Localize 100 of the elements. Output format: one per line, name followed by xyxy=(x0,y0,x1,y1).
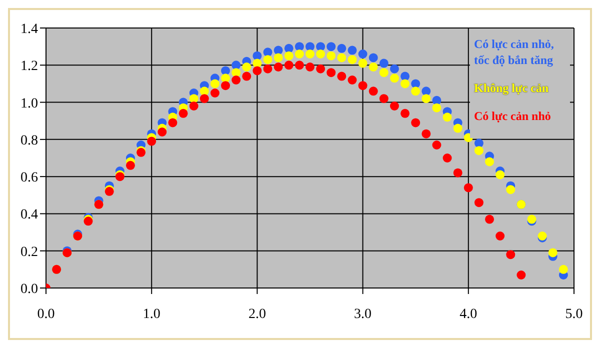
point xyxy=(326,51,336,60)
point xyxy=(485,157,494,166)
point xyxy=(411,118,420,128)
point xyxy=(432,103,442,112)
x-tick-label: 2.0 xyxy=(248,306,266,322)
point xyxy=(379,58,388,68)
x-tick-label: 4.0 xyxy=(460,306,478,322)
y-tick-label: 0.8 xyxy=(20,133,38,148)
point xyxy=(516,270,526,280)
point xyxy=(294,42,304,52)
point xyxy=(368,86,378,96)
point xyxy=(284,44,294,53)
point xyxy=(263,55,272,64)
text: Có lực cản nhỏ, tốc độ bắn tăng xyxy=(474,36,555,68)
x-tick-label: 0.0 xyxy=(37,306,55,322)
point xyxy=(368,62,378,72)
point xyxy=(390,64,399,74)
point xyxy=(316,64,326,74)
point xyxy=(474,198,484,208)
point xyxy=(316,42,326,52)
point xyxy=(200,94,209,104)
point xyxy=(232,60,241,70)
point xyxy=(263,48,272,57)
point xyxy=(126,160,135,170)
point xyxy=(411,79,420,88)
point xyxy=(496,232,505,240)
point xyxy=(232,68,241,78)
point xyxy=(189,94,198,104)
y-tick-label: 1.2 xyxy=(20,59,38,74)
point xyxy=(326,68,336,78)
point xyxy=(242,62,252,72)
point xyxy=(358,81,368,90)
point xyxy=(422,94,431,104)
point xyxy=(422,129,431,138)
point xyxy=(252,51,262,60)
point xyxy=(252,66,262,76)
x-tick-label: 5.0 xyxy=(565,306,583,322)
point xyxy=(200,86,209,96)
point xyxy=(464,183,473,192)
point xyxy=(506,250,516,260)
point xyxy=(337,53,346,62)
point xyxy=(337,72,346,81)
point xyxy=(548,248,558,258)
point xyxy=(306,50,314,58)
point xyxy=(432,140,442,150)
point xyxy=(496,170,505,180)
point xyxy=(210,79,220,88)
point xyxy=(284,60,294,70)
point xyxy=(400,79,410,88)
x-tick-label: 3.0 xyxy=(354,306,372,322)
point xyxy=(294,60,304,70)
point xyxy=(306,62,314,72)
point xyxy=(326,42,336,52)
point xyxy=(221,81,230,90)
point xyxy=(453,124,462,133)
point xyxy=(474,146,484,156)
point xyxy=(348,76,357,84)
point xyxy=(316,50,326,58)
point xyxy=(432,96,442,105)
point xyxy=(453,168,462,178)
point xyxy=(442,112,452,122)
point xyxy=(506,185,516,194)
point xyxy=(442,154,452,162)
point xyxy=(358,50,368,58)
point xyxy=(474,138,484,148)
y-tick-label: 0.2 xyxy=(20,244,38,260)
point xyxy=(221,66,230,76)
point xyxy=(158,128,167,136)
point xyxy=(348,55,357,64)
point xyxy=(242,72,252,81)
point xyxy=(306,42,314,52)
point xyxy=(368,53,378,62)
point xyxy=(390,74,399,83)
point xyxy=(168,118,178,128)
text: Không lực cản xyxy=(474,80,550,96)
point xyxy=(232,76,241,84)
x-tick-label: 1.0 xyxy=(142,306,160,322)
point xyxy=(358,58,368,68)
point xyxy=(274,62,283,72)
point xyxy=(252,58,262,68)
point xyxy=(411,86,420,96)
y-tick-label: 1.0 xyxy=(20,96,38,112)
point xyxy=(379,68,388,78)
y-tick-label: 0.0 xyxy=(20,282,38,297)
point xyxy=(274,46,283,55)
text: Có lực cản nhỏ xyxy=(474,108,552,124)
point xyxy=(348,46,357,55)
y-tick-label: 0.6 xyxy=(20,170,38,186)
y-tick-label: 0.4 xyxy=(20,208,38,223)
point xyxy=(263,64,272,74)
point xyxy=(400,108,410,118)
point xyxy=(379,94,388,104)
point xyxy=(210,88,220,98)
point xyxy=(390,102,399,110)
point xyxy=(485,214,494,224)
point xyxy=(558,264,568,274)
point xyxy=(400,72,410,81)
point xyxy=(274,53,283,62)
y-tick-label: 1.4 xyxy=(20,22,38,37)
point xyxy=(147,136,156,146)
